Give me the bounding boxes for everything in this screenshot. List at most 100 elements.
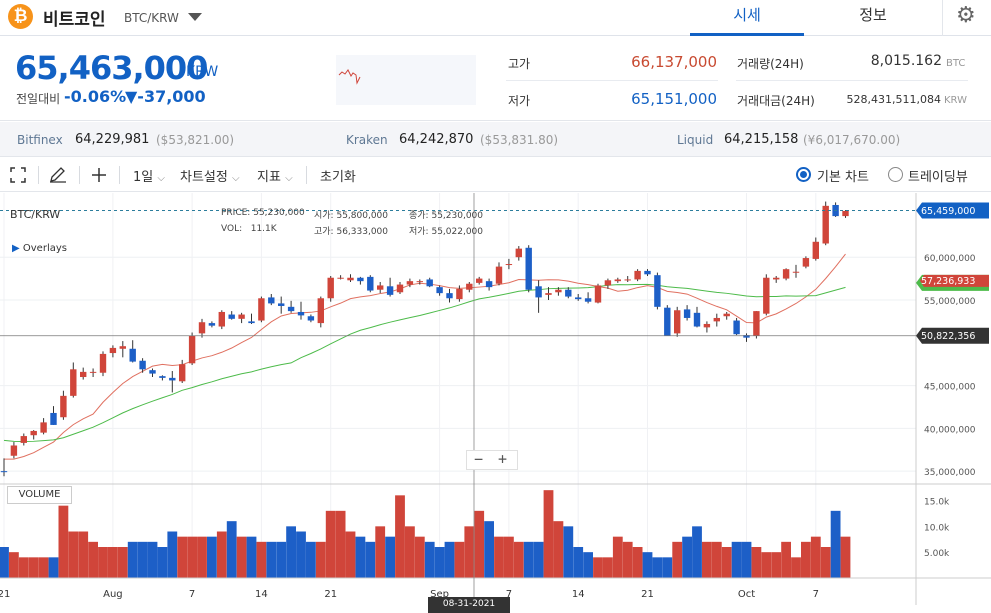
volume-bar bbox=[484, 521, 494, 578]
amount-unit: KRW bbox=[944, 95, 967, 106]
coin-pair[interactable]: BTC/KRW bbox=[124, 11, 179, 25]
y-tick-label: 35,000,000 bbox=[924, 468, 976, 478]
exchange-converted: (¥6,017,670.00) bbox=[803, 133, 901, 147]
candle-body bbox=[822, 205, 829, 244]
volume-bar bbox=[513, 541, 524, 578]
price-summary: 65,463,000 KRW 전일대비 -0.06% ▼-37,000 고가 6… bbox=[0, 37, 991, 121]
tradingview-radio[interactable] bbox=[888, 167, 903, 182]
zoom-out-button[interactable]: − bbox=[474, 450, 484, 468]
volume-bar bbox=[226, 521, 237, 578]
candle-body bbox=[693, 312, 701, 327]
coin-name[interactable]: 비트코인 bbox=[43, 10, 106, 30]
exchange-name[interactable]: Bitfinex bbox=[17, 133, 63, 147]
zoom-in-button[interactable]: + bbox=[498, 450, 508, 468]
volume-bar bbox=[127, 541, 138, 578]
tab-info[interactable]: 정보 bbox=[859, 6, 887, 24]
crosshair-tag: 50,822,356 bbox=[916, 327, 989, 344]
volume-bar bbox=[771, 552, 782, 578]
x-tick-label: Aug bbox=[103, 589, 123, 600]
indicators-menu[interactable]: 지표 ⌵ bbox=[257, 166, 293, 185]
volume-bar bbox=[395, 495, 405, 578]
ohlc-value: 55,230,000 bbox=[253, 208, 305, 218]
candle-body bbox=[733, 320, 740, 335]
candle-body bbox=[594, 285, 602, 303]
candle-body bbox=[258, 298, 265, 321]
volume-label: 거래량(24H) bbox=[737, 57, 804, 71]
candle-body bbox=[188, 335, 196, 364]
current-price: 65,463,000 bbox=[15, 49, 208, 87]
chart-canvas[interactable]: 60,000,000 55,000,000 45,000,000 40,000,000… bbox=[0, 193, 991, 605]
volume-bar bbox=[791, 557, 801, 578]
candle-body bbox=[505, 264, 513, 266]
volume-bar bbox=[157, 547, 168, 578]
candle-body bbox=[40, 422, 47, 433]
volume-bar bbox=[444, 541, 455, 578]
reset-button[interactable]: 초기화 bbox=[320, 170, 356, 185]
price-unit: KRW bbox=[186, 64, 219, 80]
volume-bar bbox=[405, 526, 415, 578]
mini-chart-line bbox=[338, 69, 361, 85]
exchange-value: 64,242,870 bbox=[399, 132, 474, 147]
volume-bar bbox=[434, 547, 445, 578]
volume-bar bbox=[533, 541, 544, 578]
ohlc-volume: VOL: 11.1K bbox=[221, 224, 277, 234]
volume-bar bbox=[573, 547, 584, 578]
volume-bar bbox=[345, 531, 356, 578]
tradingview-label[interactable]: 트레이딩뷰 bbox=[908, 170, 968, 185]
candle-body bbox=[743, 335, 750, 338]
coin-dropdown-icon[interactable] bbox=[188, 13, 202, 21]
ohlc-price: PRICE: 55,230,000 bbox=[221, 208, 305, 218]
divider bbox=[38, 166, 39, 184]
candle-body bbox=[268, 297, 275, 304]
ohlc-label: 시가: bbox=[314, 211, 334, 221]
candle-body bbox=[208, 323, 216, 326]
pencil-icon[interactable] bbox=[49, 167, 67, 183]
volume-bar bbox=[424, 541, 435, 578]
candle-body bbox=[248, 321, 255, 324]
tab-price[interactable]: 시세 bbox=[690, 0, 804, 36]
header: ₿ 비트코인 BTC/KRW 시세 정보 ⚙ bbox=[0, 0, 991, 36]
candle-body bbox=[159, 376, 166, 378]
prev-day-label: 전일대비 bbox=[16, 92, 61, 106]
volume-bar bbox=[296, 531, 306, 578]
candle-body bbox=[436, 287, 443, 294]
basic-chart-label[interactable]: 기본 차트 bbox=[817, 170, 869, 185]
interval-select[interactable]: 1일 ⌵ bbox=[133, 166, 165, 185]
candle-body bbox=[30, 430, 37, 436]
volume-bar bbox=[286, 526, 296, 578]
volume-bar bbox=[306, 541, 316, 578]
candle-body bbox=[782, 269, 790, 279]
chart-toolbar: 1일 ⌵ 차트설정 ⌵ 지표 ⌵ 초기화 기본 차트 트레이딩뷰 bbox=[0, 158, 991, 192]
chart-symbol: BTC/KRW bbox=[10, 208, 61, 221]
candle-body bbox=[545, 293, 552, 295]
volume-bar bbox=[632, 547, 643, 578]
volume-bar bbox=[414, 536, 425, 578]
y-tick-label: 60,000,000 bbox=[924, 254, 976, 264]
change-percent: -0.06% bbox=[64, 87, 127, 106]
candle-body bbox=[347, 277, 354, 281]
price-chart[interactable]: 60,000,000 55,000,000 45,000,000 40,000,000… bbox=[0, 193, 991, 613]
chart-settings-menu[interactable]: 차트설정 ⌵ bbox=[180, 166, 240, 185]
fullscreen-icon[interactable] bbox=[10, 167, 26, 183]
candle-body bbox=[792, 271, 800, 273]
volume-bar bbox=[612, 536, 623, 578]
candle-body bbox=[773, 277, 780, 280]
candle-body bbox=[456, 288, 463, 300]
exchange-name[interactable]: Liquid bbox=[677, 133, 714, 147]
candle-body bbox=[10, 445, 18, 456]
basic-chart-radio[interactable] bbox=[796, 167, 811, 182]
volume-bar bbox=[494, 536, 504, 578]
crosshair-date: 08-31-2021 bbox=[428, 597, 510, 613]
exchange-converted: ($53,821.00) bbox=[156, 133, 235, 147]
candle-body bbox=[169, 377, 176, 381]
candle-body bbox=[476, 278, 483, 283]
overlays-toggle[interactable]: ▶ Overlays bbox=[12, 243, 67, 254]
volume-bar bbox=[751, 547, 762, 578]
volume-bar bbox=[216, 531, 227, 578]
volume-bar bbox=[741, 541, 752, 578]
crosshair-icon[interactable] bbox=[91, 167, 107, 183]
settings-button[interactable]: ⚙ bbox=[942, 0, 991, 36]
x-tick-label: 7 bbox=[813, 589, 819, 600]
zoom-controls: − + bbox=[466, 450, 518, 470]
exchange-name[interactable]: Kraken bbox=[346, 133, 388, 147]
